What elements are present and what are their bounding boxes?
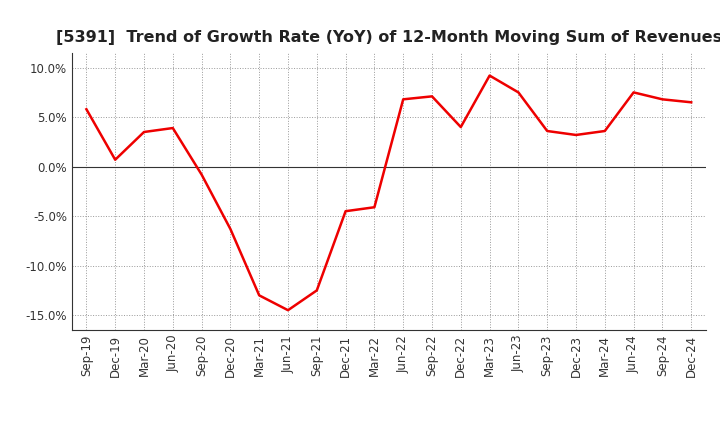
Title: [5391]  Trend of Growth Rate (YoY) of 12-Month Moving Sum of Revenues: [5391] Trend of Growth Rate (YoY) of 12-… — [55, 29, 720, 45]
